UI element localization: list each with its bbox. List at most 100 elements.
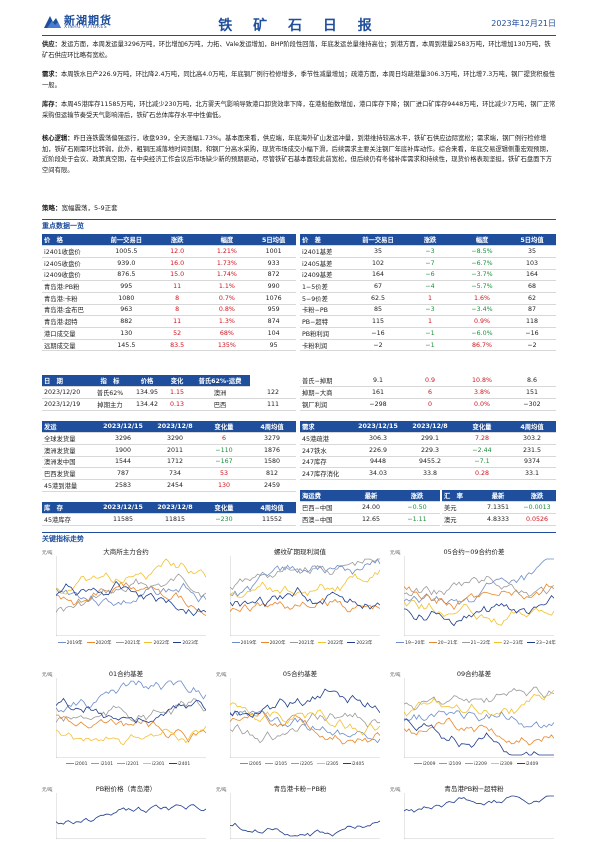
table-header-cell: 幅度	[202, 234, 252, 247]
chart-plot	[56, 556, 206, 636]
supply-text: 发运方面，本周发运量3296万吨，环比增加6万吨，力拓、Vale发运增加，BHP…	[42, 41, 551, 59]
chart-series-line	[404, 710, 554, 729]
shipment-table: 发运 2023/12/15 2023/12/8 变化量 4周均值 全球发货量 3296 329…	[42, 421, 296, 492]
table-header-cell: 5日均值	[508, 234, 556, 247]
table-cell: 134.42	[130, 398, 164, 411]
legend-swatch	[316, 762, 325, 765]
table-cell: 巴西−中国	[300, 501, 348, 514]
table-cell: −0.0013	[518, 501, 556, 514]
table-header-cell: 最新	[478, 490, 518, 503]
chart-series-line	[230, 710, 380, 745]
table-cell: 1.73%	[202, 257, 252, 270]
chart-legend: 19−20年 20−21年 21−22年 22−23年 23−24年	[390, 640, 558, 646]
table-cell: −8.5%	[456, 245, 508, 258]
table-header-row: 价 格前一交易日 涨跌 幅度 5日均值	[42, 234, 296, 247]
table-header-cell: 库 存	[42, 502, 96, 515]
table-cell: 87	[508, 304, 556, 317]
table-cell: 247铁水	[300, 444, 352, 457]
table-cell: 95	[251, 339, 296, 352]
table-cell: 990	[251, 280, 296, 293]
table-row: 247库存消化 34.03 33.8 0.28 33.1	[300, 467, 556, 480]
legend-swatch	[439, 762, 448, 765]
table-cell: 812	[248, 467, 296, 480]
table-header-cell: 指 标	[90, 375, 130, 388]
legend-swatch	[318, 641, 327, 644]
table-cell: 0	[404, 398, 456, 411]
table-cell: 1900	[96, 444, 150, 457]
table-cell: 巴西发货量	[42, 467, 96, 480]
table-header-cell: 前一交易日	[100, 234, 152, 247]
table-cell: 62	[508, 292, 556, 305]
chart-title: 青岛港卡粉−PB粉	[273, 785, 327, 793]
legend-swatch	[516, 762, 525, 765]
table-cell: 0.9%	[456, 315, 508, 328]
legend-swatch	[428, 641, 437, 644]
chart-panel: 05合约基差 元/吨 i2005 i2105 i2205 i2305 i2405	[216, 668, 384, 776]
table-header-cell: 发运	[42, 421, 96, 434]
chart-legend: i2009 i2109 i2209 i2309 i2409	[390, 762, 558, 767]
table-cell: 787	[96, 467, 150, 480]
table-cell: 872	[251, 269, 296, 282]
table-cell: 86.7%	[456, 339, 508, 352]
table-cell: 85	[352, 304, 404, 317]
table-header-row: 价 差前一交易日 涨跌 幅度 5日均值	[300, 234, 556, 247]
table-cell: i2401收盘价	[42, 245, 101, 258]
table-cell: 3279	[248, 432, 296, 445]
fx-table: 汇 率最新 涨跌 美元 7.1351 −0.0013 澳元 4.8333 0.0526	[442, 490, 556, 526]
legend-label: 19−20年	[405, 641, 425, 646]
table-cell: 68	[508, 280, 556, 293]
chart-plot	[230, 793, 380, 839]
legend-swatch	[289, 641, 298, 644]
table-row: 澳洲发中国 1544 1712 −167 1580	[42, 456, 296, 469]
table-header-cell: 变化量	[456, 421, 508, 434]
table-row: 2023/12/20 普氏62% 134.95 1.15 澳洲 122	[42, 386, 296, 399]
table-cell: 134.95	[130, 386, 164, 399]
legend-swatch	[239, 762, 248, 765]
legend-swatch	[168, 762, 177, 765]
table-cell: 963	[100, 304, 152, 317]
table-cell: 掉期−大商	[300, 386, 352, 399]
chart-title: PB粉价格（青岛港）	[95, 785, 157, 793]
chart-series-line	[404, 689, 554, 717]
legend-swatch	[173, 641, 182, 644]
table-row: PB−超特 115 1 0.9% 118	[300, 315, 556, 328]
legend-swatch	[494, 641, 503, 644]
table-header-cell: 涨跌	[394, 490, 440, 503]
legend-label: 2019年	[66, 641, 83, 646]
table-header-cell: 2023/12/8	[150, 502, 200, 515]
table-cell: 全球发货量	[42, 432, 96, 445]
table-header-cell: 5日均值	[251, 234, 296, 247]
table-cell: i2405收盘价	[42, 257, 101, 270]
table-cell: 2023/12/20	[42, 386, 90, 399]
table-cell: 0.9	[404, 375, 456, 388]
demand-text: 本周铁水日产226.9万吨，环比降2.4万吨，同比高4.0万吨，年底钢厂例行检修…	[42, 71, 556, 89]
table-cell: 2023/12/19	[42, 398, 90, 411]
legend-label: i2209	[474, 762, 487, 767]
table-cell: 1005.5	[100, 245, 152, 258]
table-row: 巴西−中国 24.00 −0.50	[300, 501, 440, 514]
table-row: 掉期−大商 161 6 3.8% 151	[300, 386, 556, 399]
chart-series-line	[404, 600, 554, 626]
legend-swatch	[461, 641, 470, 644]
chart-series-line	[56, 581, 206, 616]
demand-label: 需求：	[42, 71, 61, 78]
table-header-cell: 4周均值	[508, 421, 556, 434]
chart-series-line	[404, 575, 554, 597]
legend-label: i2109	[448, 762, 462, 767]
table-header-cell: 日 期	[42, 375, 90, 388]
table-cell: 122	[250, 386, 296, 399]
chart-legend: i2005 i2105 i2205 i2305 i2405	[216, 762, 384, 767]
table-header-row: 需求 2023/12/15 2023/12/8 变化量 4周均值	[300, 421, 556, 434]
table-row: 远期成交量 145.5 83.5 135% 95	[42, 339, 296, 352]
supply-label: 供应：	[42, 41, 61, 48]
chart-legend: 2019年 2020年 2021年 2022年 2023年	[42, 640, 210, 646]
chart-panel: 螺纹矿期现利润值 2019年 2020年 2021年 2022年 2023年	[216, 546, 384, 654]
table-cell: 掉期主力	[90, 398, 130, 411]
table-cell: 1712	[150, 456, 200, 469]
table-row: 全球发货量 3296 3290 6 3279	[42, 432, 296, 445]
demand-paragraph: 需求：本周铁水日产226.9万吨，环比降2.4万吨，同比高4.0万吨，年底钢厂例…	[42, 70, 556, 91]
legend-swatch	[231, 641, 240, 644]
table-cell: −1	[404, 327, 456, 340]
legend-label: i2301	[151, 762, 165, 767]
table-cell: 巴西	[190, 398, 250, 411]
